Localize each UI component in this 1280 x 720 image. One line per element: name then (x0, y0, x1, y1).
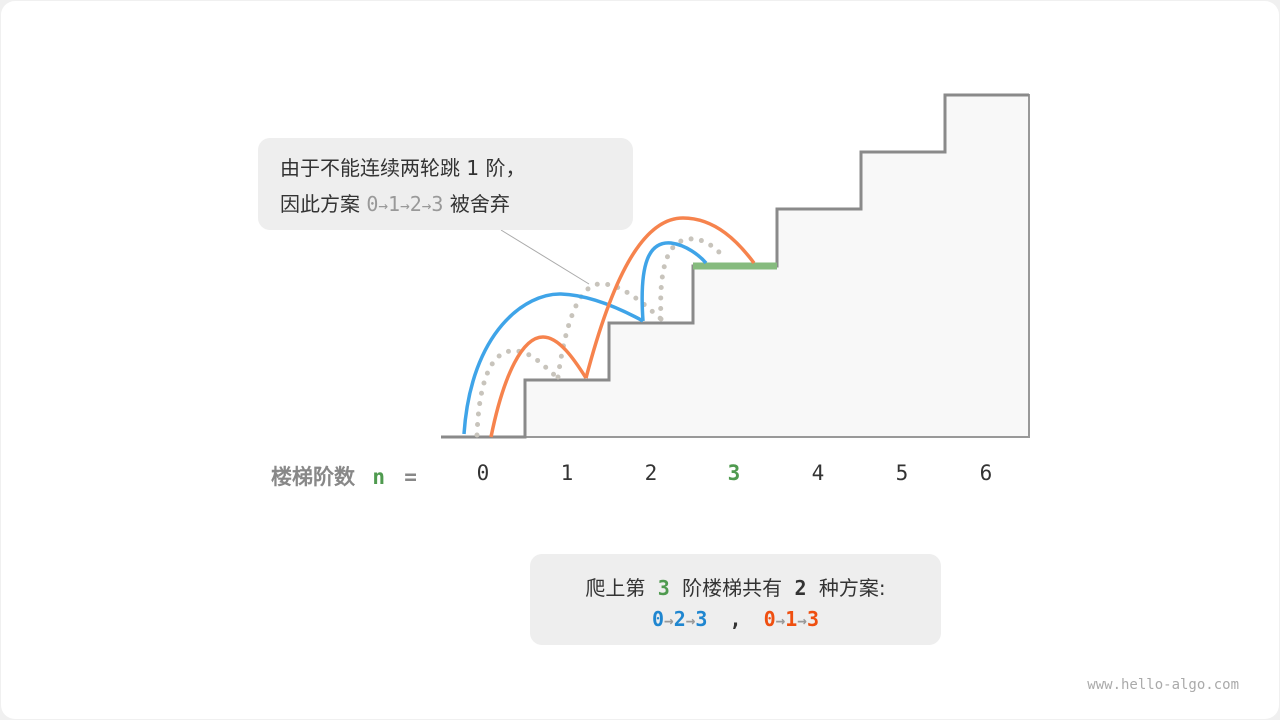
jump-arc-orange-0-1 (489, 335, 588, 438)
jump-arc-blue-0-2 (462, 292, 644, 435)
path-a: 0→2→3 (652, 607, 708, 631)
callout-pointer (500, 229, 590, 285)
result-paths: 0→2→3 , 0→1→3 (652, 607, 819, 631)
discarded-path: 0→1→2→3 (366, 192, 444, 216)
step-label: 5 (895, 461, 909, 485)
axis-label: 楼梯阶数 n = (271, 465, 417, 489)
jump-arc-blue-2-3 (640, 241, 708, 322)
n-variable: n (372, 465, 385, 489)
callout-prefix: 因此方案 (280, 192, 360, 216)
step-label: 4 (811, 461, 825, 485)
result-line1: 爬上第 3 阶楼梯共有 2 种方案: (585, 576, 886, 600)
step-label: 1 (560, 461, 574, 485)
callout-suffix: 被舍弃 (449, 192, 510, 216)
path-b: 0→1→3 (763, 607, 819, 631)
jump-arc-orange-1-3 (584, 216, 756, 379)
callout-line1: 由于不能连续两轮跳 1 阶， (280, 156, 526, 180)
step-label-target: 3 (727, 461, 741, 485)
result-callout: 爬上第 3 阶楼梯共有 2 种方案: 0→2→3 , 0→1→3 (530, 554, 941, 645)
discarded-callout: 由于不能连续两轮跳 1 阶， 因此方案 0→1→2→3 被舍弃 (258, 138, 633, 230)
step-label: 6 (979, 461, 993, 485)
step-label: 2 (644, 461, 658, 485)
callout-line2: 因此方案 0→1→2→3 被舍弃 (280, 188, 510, 217)
watermark: www.hello-algo.com (1087, 677, 1239, 693)
step-label: 0 (476, 461, 490, 485)
